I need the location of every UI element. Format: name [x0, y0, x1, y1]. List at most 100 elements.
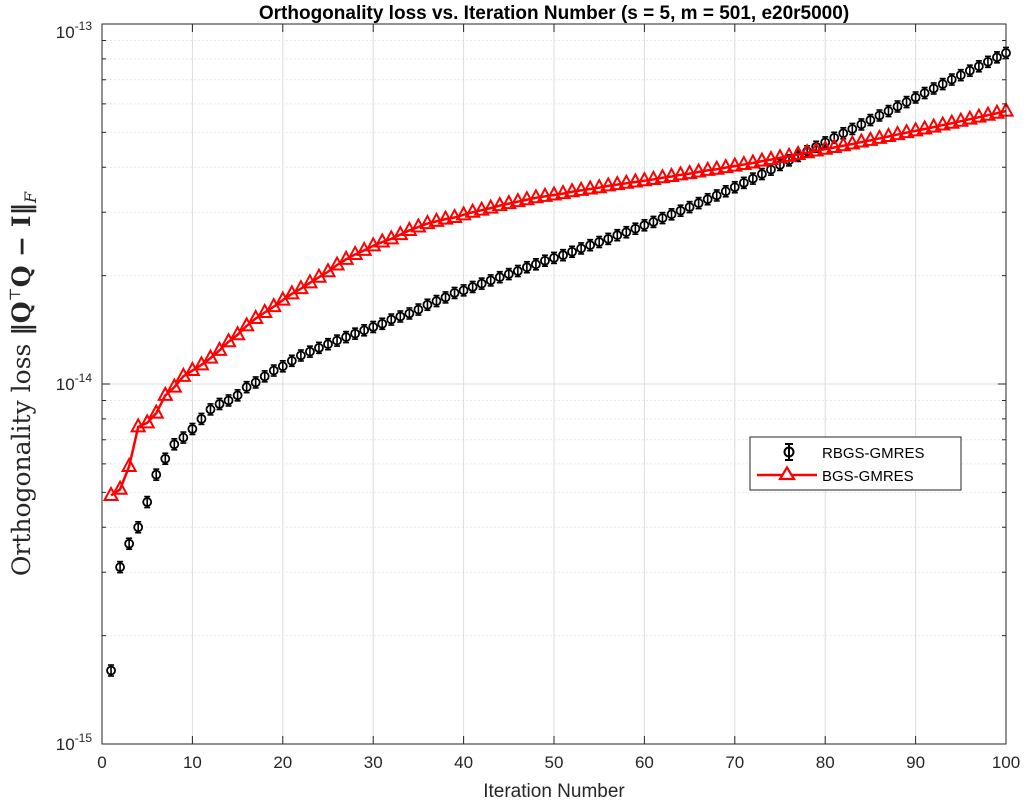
data-point — [133, 522, 144, 533]
data-point — [636, 171, 653, 187]
data-point — [627, 172, 644, 188]
data-point — [729, 182, 740, 193]
data-point — [690, 162, 707, 178]
data-point — [919, 88, 930, 98]
series-bgs-gmres — [102, 101, 1015, 502]
data-point — [955, 70, 966, 81]
data-point — [205, 404, 216, 415]
data-point — [672, 165, 689, 181]
x-tick-label: 50 — [545, 753, 564, 772]
data-point — [657, 213, 668, 223]
data-point — [151, 469, 162, 480]
data-point — [531, 259, 541, 270]
data-point — [241, 382, 252, 393]
data-point — [880, 126, 897, 142]
data-point — [711, 190, 722, 201]
data-point — [675, 205, 686, 216]
data-point — [961, 109, 979, 125]
data-point — [820, 137, 831, 148]
data-point — [807, 141, 825, 157]
data-point — [220, 332, 237, 348]
data-point — [937, 79, 948, 89]
data-point — [124, 538, 135, 549]
data-point — [232, 390, 243, 401]
data-point — [350, 328, 361, 339]
x-axis-label: Iteration Number — [483, 781, 625, 801]
data-point — [563, 182, 581, 198]
y-tick-label: 10-13 — [56, 19, 93, 42]
x-tick-label: 40 — [454, 753, 473, 772]
data-point — [753, 151, 771, 167]
data-point — [817, 139, 834, 155]
data-point — [943, 113, 960, 129]
data-point — [865, 115, 876, 125]
legend-label-bgs: BGS-GMRES — [822, 468, 914, 485]
x-tick-label: 20 — [273, 753, 292, 772]
data-point — [964, 65, 975, 76]
data-point — [771, 148, 789, 164]
data-point — [419, 213, 436, 230]
data-point — [591, 178, 608, 194]
data-point — [428, 211, 445, 227]
data-point — [115, 562, 125, 573]
data-point — [757, 169, 767, 179]
legend: RBGS-GMRES BGS-GMRES — [749, 436, 962, 491]
data-point — [431, 296, 442, 306]
data-point — [630, 223, 641, 234]
data-point — [509, 192, 527, 208]
data-point — [862, 130, 879, 146]
data-point — [639, 220, 650, 231]
data-point — [889, 124, 906, 141]
x-tick-label: 10 — [183, 753, 202, 772]
data-point — [871, 128, 888, 144]
data-point — [952, 111, 969, 127]
data-point — [440, 292, 451, 303]
legend-box — [749, 436, 962, 491]
data-point — [847, 124, 858, 134]
y-axis-label: Orthogonality loss ‖Q⊤Q − I‖F — [6, 191, 40, 576]
data-point — [359, 325, 370, 336]
data-point — [609, 175, 626, 191]
data-point — [540, 255, 550, 266]
data-point — [735, 154, 753, 171]
data-point — [988, 103, 1006, 119]
x-tick-label: 30 — [364, 753, 383, 772]
data-point — [693, 198, 704, 209]
x-tick-label: 100 — [992, 753, 1020, 772]
data-point — [482, 198, 499, 214]
data-point — [979, 105, 997, 121]
data-point — [702, 194, 713, 205]
data-point — [211, 340, 228, 356]
data-point — [970, 107, 988, 123]
data-point — [901, 97, 912, 107]
data-point — [142, 497, 153, 507]
data-point — [910, 92, 921, 103]
data-point — [708, 159, 725, 175]
data-point — [323, 339, 333, 350]
series-layer — [102, 46, 1015, 677]
data-point — [612, 230, 623, 241]
data-point — [476, 278, 487, 289]
data-point — [437, 209, 454, 225]
chart-title: Orthogonality loss vs. Iteration Number … — [259, 3, 849, 24]
data-point — [485, 275, 496, 286]
data-point — [160, 453, 171, 464]
data-point — [377, 318, 388, 329]
data-point — [332, 335, 342, 346]
data-point — [744, 153, 762, 169]
data-point — [907, 121, 924, 137]
data-point — [196, 413, 207, 424]
data-point — [798, 143, 816, 159]
y-tick-label: 10-15 — [56, 731, 93, 754]
x-tick-label: 0 — [97, 753, 106, 772]
data-point — [464, 202, 481, 218]
data-point — [223, 395, 234, 406]
data-point — [214, 399, 225, 409]
data-point — [835, 136, 852, 152]
data-point — [892, 101, 903, 112]
data-point — [518, 190, 536, 206]
data-point — [928, 83, 939, 94]
data-point — [202, 348, 219, 364]
x-tick-label: 70 — [725, 753, 744, 772]
